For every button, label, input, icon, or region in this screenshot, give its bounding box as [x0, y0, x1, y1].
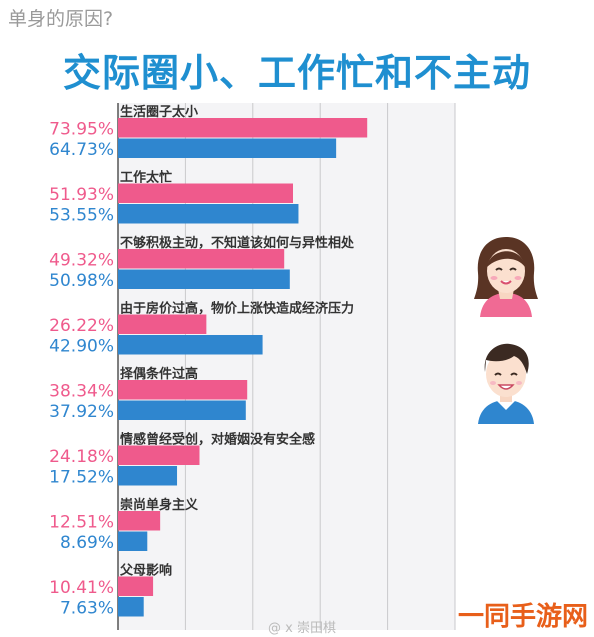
bar-female: [118, 249, 285, 269]
bar-female: [118, 576, 154, 596]
value-label: 24.18%: [49, 447, 114, 467]
category-label: 工作太忙: [120, 170, 172, 186]
value-label: 51.93%: [49, 185, 114, 205]
value-label: 49.32%: [49, 251, 114, 271]
weibo-watermark: @ x 崇田棋: [268, 621, 336, 636]
category-label: 崇尚单身主义: [120, 497, 199, 513]
value-label: 8.69%: [60, 533, 114, 553]
value-label: 42.90%: [49, 337, 114, 357]
category-label: 父母影响: [119, 563, 172, 579]
category-label: 生活圈子太小: [120, 104, 198, 120]
category-label: 不够积极主动，不知道该如何与异性相处: [120, 235, 355, 251]
value-label: 53.55%: [49, 206, 114, 226]
value-label: 7.63%: [60, 599, 114, 619]
value-label: 26.22%: [49, 316, 114, 336]
bar-male: [118, 204, 299, 224]
bar-male: [118, 466, 178, 486]
category-label: 择偶条件过高: [120, 366, 198, 382]
bar-male: [118, 335, 263, 355]
value-label: 10.41%: [49, 578, 114, 598]
value-label: 64.73%: [49, 140, 114, 160]
value-label: 12.51%: [49, 513, 114, 533]
value-label: 73.95%: [49, 120, 114, 140]
chart-title: 交际圈小、工作忙和不主动: [62, 51, 531, 95]
bar-male: [118, 269, 290, 289]
bar-female: [118, 118, 368, 138]
bar-male: [118, 531, 148, 551]
category-label: 由于房价过高，物价上涨快造成经济压力: [120, 301, 354, 317]
bar-female: [118, 380, 248, 400]
value-label: 50.98%: [49, 271, 114, 291]
female-avatar-icon: [474, 237, 538, 317]
bar-female: [118, 183, 294, 203]
bar-male: [118, 597, 144, 617]
bar-male: [118, 138, 337, 158]
male-avatar-icon: [478, 343, 534, 424]
bar-female: [118, 314, 207, 334]
value-label: 37.92%: [49, 402, 114, 422]
category-label: 情感曾经受创，对婚姻没有安全感: [120, 432, 315, 448]
bar-male: [118, 400, 246, 420]
bar-female: [118, 511, 161, 531]
brand-watermark: 一同手游网: [457, 602, 588, 632]
value-label: 17.52%: [49, 468, 114, 488]
subtitle: 单身的原因?: [8, 8, 114, 30]
value-label: 38.34%: [49, 382, 114, 402]
bar-female: [118, 445, 200, 465]
